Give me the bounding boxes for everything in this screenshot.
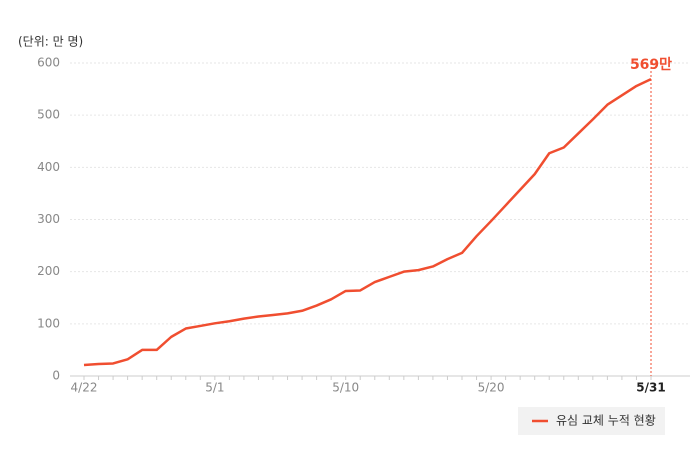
x-tick-label: 5/20 [478,381,505,395]
data-label: 569만 [630,57,672,73]
y-tick-label: 300 [37,212,60,226]
x-tick-label: 5/31 [636,381,665,395]
x-tick-label: 5/10 [332,381,359,395]
y-tick-label: 200 [37,264,60,278]
data-line [83,78,652,367]
y-tick-label: 0 [52,369,60,383]
x-tick-label: 5/1 [205,381,224,395]
y-axis-label: (단위: 만 명) [18,35,83,49]
x-tick-label: 4/22 [71,381,98,395]
legend-label: 유심 교체 누적 현황 [556,414,656,428]
y-tick-label: 100 [37,316,60,330]
y-tick-label: 400 [37,160,60,174]
y-tick-label: 600 [37,56,60,70]
y-tick-label: 500 [37,108,60,122]
